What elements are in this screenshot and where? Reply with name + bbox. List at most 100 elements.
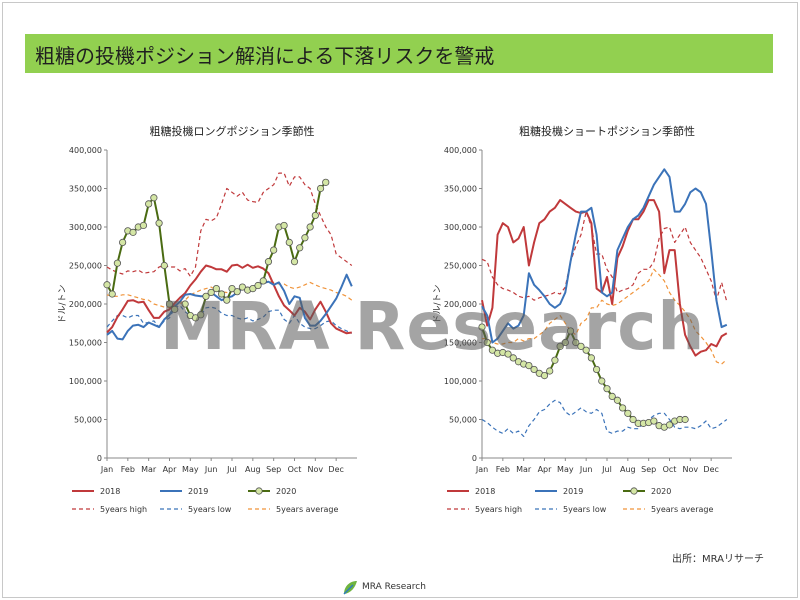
- series-line-2018: [481, 199, 728, 357]
- x-tick-label: Feb: [496, 465, 510, 474]
- x-tick-label: Dec: [328, 465, 343, 474]
- data-point-2020: [561, 338, 569, 347]
- series-line-2019: [106, 273, 353, 341]
- data-point-2020: [619, 404, 627, 412]
- data-point-2020: [322, 178, 330, 186]
- x-tick-label: May: [182, 465, 199, 474]
- x-tick-label: Mar: [141, 465, 157, 474]
- series-line-2019: [481, 168, 728, 344]
- x-tick-label: Feb: [121, 465, 135, 474]
- data-point-2020: [478, 323, 486, 331]
- data-point-2020: [509, 354, 517, 362]
- short-position-chart: 粗糖投機ショートポジション季節性 0 50,000 100,000 150,000 200…: [433, 124, 732, 514]
- legend-label: 5years average: [276, 505, 338, 514]
- data-point-2020: [145, 200, 153, 208]
- data-point-2020: [546, 367, 554, 375]
- data-point-2020: [212, 285, 220, 293]
- data-point-2020: [264, 258, 273, 266]
- data-point-2020: [171, 305, 179, 313]
- x-tick-label: Apr: [538, 465, 553, 474]
- title-banner: 粗糖の投機ポジション解消による下落リスクを警戒: [25, 34, 773, 73]
- data-point-2020: [207, 288, 215, 297]
- data-point-2020: [504, 350, 512, 358]
- series-line-5years-average: [106, 280, 353, 309]
- x-tick-label: Sep: [641, 465, 656, 474]
- data-point-2020: [540, 372, 549, 380]
- legend-marker: [255, 487, 263, 495]
- x-tick-label: Oct: [663, 465, 677, 474]
- y-tick-label: 200,000: [69, 300, 102, 309]
- data-point-2020: [160, 261, 168, 270]
- legend-label: 2019: [188, 487, 208, 496]
- data-point-2020: [129, 228, 137, 236]
- data-point-2020: [306, 223, 314, 231]
- legend-label: 2018: [100, 487, 120, 496]
- data-point-2020: [155, 219, 163, 227]
- data-point-2020: [202, 292, 210, 300]
- legend-label: 2020: [276, 487, 296, 496]
- chart-title: 粗糖投機ショートポジション季節性: [519, 124, 695, 138]
- x-tick-label: Jan: [100, 465, 113, 474]
- y-tick-label: 300,000: [69, 223, 102, 232]
- data-point-2020: [270, 246, 278, 254]
- x-tick-label: Nov: [308, 465, 324, 474]
- data-point-2020: [285, 238, 293, 247]
- data-point-2020: [488, 346, 497, 354]
- y-tick-label: 100,000: [444, 377, 477, 386]
- x-tick-label: Jul: [601, 465, 612, 474]
- chart-title: 粗糖投機ロングポジション季節性: [150, 124, 315, 138]
- data-point-2020: [603, 385, 611, 393]
- y-tick-label: 250,000: [69, 262, 102, 271]
- data-point-2020: [103, 281, 111, 289]
- slide-title: 粗糖の投機ポジション解消による下落リスクを警戒: [35, 44, 495, 68]
- data-point-2020: [280, 221, 288, 230]
- data-point-2020: [311, 211, 319, 220]
- x-tick-label: Jun: [579, 465, 593, 474]
- data-point-2020: [254, 281, 262, 290]
- x-tick-label: Apr: [163, 465, 178, 474]
- data-point-2020: [119, 238, 127, 247]
- data-point-2020: [530, 365, 538, 374]
- legend-marker: [630, 487, 638, 495]
- data-point-2020: [259, 277, 267, 285]
- data-point-2020: [165, 300, 174, 308]
- data-point-2020: [150, 194, 158, 202]
- data-point-2020: [296, 244, 304, 252]
- source-note: 出所：MRAリサーチ: [672, 554, 765, 565]
- legend-label: 5years low: [188, 505, 232, 514]
- data-point-2020: [587, 354, 595, 362]
- legend-label: 5years high: [475, 505, 522, 514]
- data-point-2020: [228, 285, 236, 293]
- x-tick-label: May: [557, 465, 574, 474]
- x-tick-label: Jun: [204, 465, 218, 474]
- data-point-2020: [113, 259, 122, 267]
- data-point-2020: [681, 415, 689, 424]
- legend-label: 2019: [563, 487, 583, 496]
- x-tick-label: Aug: [620, 465, 636, 474]
- data-point-2020: [650, 417, 658, 425]
- data-point-2020: [191, 314, 200, 322]
- legend-label: 2018: [475, 487, 495, 496]
- y-tick-label: 200,000: [444, 300, 477, 309]
- data-point-2020: [316, 184, 325, 193]
- y-tick-label: 400,000: [69, 146, 102, 155]
- y-tick-label: 250,000: [444, 262, 477, 271]
- y-axis-label: ドル/トン: [58, 284, 68, 323]
- series-line-5years-low: [481, 399, 728, 437]
- watermark-text: MRA Research: [160, 288, 706, 365]
- data-point-2020: [139, 221, 148, 230]
- legend-label: 5years high: [100, 505, 147, 514]
- x-tick-label: Mar: [516, 465, 532, 474]
- y-axis-label: ドル/トン: [433, 284, 443, 323]
- y-tick-label: 100,000: [69, 377, 102, 386]
- data-point-2020: [665, 421, 674, 429]
- y-tick-label: 300,000: [444, 223, 477, 232]
- data-point-2020: [598, 377, 606, 385]
- data-point-2020: [608, 392, 616, 400]
- y-tick-label: 0: [97, 454, 102, 463]
- data-point-2020: [551, 356, 559, 364]
- series-line-2018: [106, 263, 352, 335]
- x-tick-label: Aug: [245, 465, 261, 474]
- y-tick-label: 0: [472, 454, 477, 463]
